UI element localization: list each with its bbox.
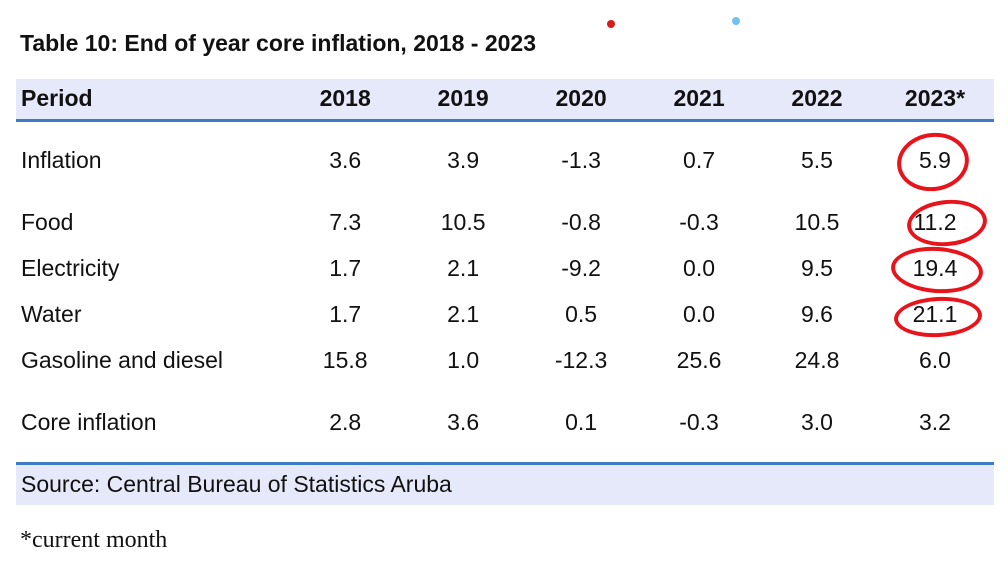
cell-2019: 10.5 xyxy=(440,209,486,235)
red-dot-mark xyxy=(607,20,615,28)
cell-2018: 1.7 xyxy=(329,254,362,281)
cell-2019: 1.0 xyxy=(447,346,480,373)
row-label: Water xyxy=(21,300,82,327)
cell-2021: -0.3 xyxy=(679,408,719,435)
cell-2023: 5.9 xyxy=(918,147,951,174)
cell-2023: 6.0 xyxy=(918,346,951,373)
cell-2018: 15.8 xyxy=(322,346,368,373)
cell-2020: 0.5 xyxy=(565,300,598,327)
cell-2022: 24.8 xyxy=(794,346,840,373)
header-2023: 2023* xyxy=(875,79,994,122)
cell-2019: 2.1 xyxy=(447,300,480,327)
cell-2019: 2.1 xyxy=(447,254,480,281)
inflation-table: Period 2018 2019 2020 2021 2022 2023* In… xyxy=(16,79,994,505)
row-label: Inflation xyxy=(21,147,102,174)
row-label: Core inflation xyxy=(21,408,157,435)
cell-2018: 7.3 xyxy=(329,209,362,235)
table-header-row: Period 2018 2019 2020 2021 2022 2023* xyxy=(16,79,994,122)
source-row: Source: Central Bureau of Statistics Aru… xyxy=(16,461,994,505)
cell-2022: 9.5 xyxy=(801,254,833,281)
cell-2021: 25.6 xyxy=(676,346,722,373)
cell-2018: 3.6 xyxy=(329,147,362,174)
table-row-electricity: Electricity 1.7 2.1 -9.2 0.0 9.5 19.4 xyxy=(16,245,994,291)
cell-2022: 9.6 xyxy=(801,300,833,327)
row-label: Food xyxy=(21,209,74,235)
header-2021: 2021 xyxy=(640,79,759,122)
cell-2018: 1.7 xyxy=(329,300,362,327)
table-row-food: Food 7.3 10.5 -0.8 -0.3 10.5 11.2 xyxy=(16,200,994,245)
cell-2023: 11.2 xyxy=(913,209,957,235)
cell-2022: 3.0 xyxy=(801,408,833,435)
cell-2021: 0.7 xyxy=(683,147,716,174)
blue-dot-mark xyxy=(732,17,740,25)
header-2018: 2018 xyxy=(286,79,405,122)
cell-2020: -0.8 xyxy=(561,209,601,235)
cell-2023: 21.1 xyxy=(912,300,958,327)
cell-2020: -9.2 xyxy=(561,254,601,281)
table-row-core-inflation: Core inflation 2.8 3.6 0.1 -0.3 3.0 3.2 xyxy=(16,383,994,463)
cell-2018: 2.8 xyxy=(329,408,362,435)
cell-2019: 3.6 xyxy=(447,408,480,435)
cell-2019: 3.9 xyxy=(447,147,480,174)
header-2019: 2019 xyxy=(404,79,523,122)
header-2020: 2020 xyxy=(522,79,641,122)
header-2022: 2022 xyxy=(758,79,876,122)
row-label: Electricity xyxy=(21,254,120,281)
table-title: Table 10: End of year core inflation, 20… xyxy=(20,30,536,56)
cell-2020: -1.3 xyxy=(561,147,601,174)
cell-2023: 19.4 xyxy=(912,254,958,281)
row-label: Gasoline and diesel xyxy=(21,346,224,373)
cell-2022: 10.5 xyxy=(794,209,840,235)
cell-2021: 0.0 xyxy=(683,300,716,327)
cell-2022: 5.5 xyxy=(801,147,833,174)
header-period: Period xyxy=(16,79,287,122)
table-row-gasoline-diesel: Gasoline and diesel 15.8 1.0 -12.3 25.6 … xyxy=(16,337,994,383)
cell-2021: -0.3 xyxy=(679,209,719,235)
cell-2020: -12.3 xyxy=(554,346,608,373)
table-row-inflation: Inflation 3.6 3.9 -1.3 0.7 5.5 5.9 xyxy=(16,120,994,200)
table-row-water: Water 1.7 2.1 0.5 0.0 9.6 21.1 xyxy=(16,291,994,337)
cell-2021: 0.0 xyxy=(683,254,716,281)
footnote: *current month xyxy=(20,527,168,553)
cell-2023: 3.2 xyxy=(918,408,951,435)
cell-2020: 0.1 xyxy=(565,408,598,435)
source-note: Source: Central Bureau of Statistics Aru… xyxy=(16,461,994,505)
